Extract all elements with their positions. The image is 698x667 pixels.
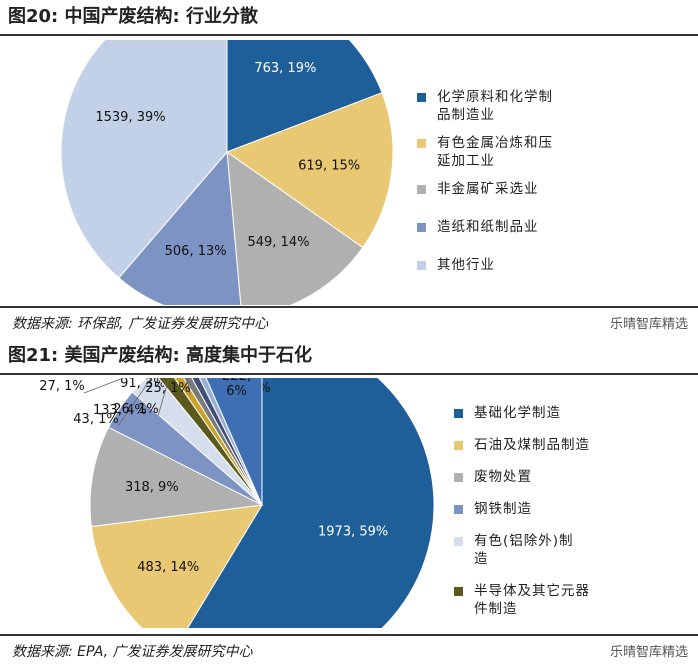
fig20-slice-label-3: 506, 13% — [165, 244, 227, 259]
fig20-legend-label-1-1: 延加工业 — [437, 153, 495, 169]
fig21-slice-label-8: 25, 1% — [145, 381, 190, 396]
fig21-legend-label-3-0: 钢铁制造 — [474, 501, 532, 517]
fig20-legend-label-0-1: 品制造业 — [437, 107, 495, 123]
fig21-legend-label-5-1: 件制造 — [474, 601, 518, 617]
figure-21-pie-chart: 1973, 59% 483, 14% 318, 9% 133, 4% 91, 3% 43,… — [39, 378, 435, 628]
fig21-legend-item-4: 有色(铝除外)制造 — [452, 532, 682, 568]
figure-21-source: 数据来源: EPA, 广发证券发展研究中心 — [12, 644, 253, 660]
fig20-legend-item-1: 有色金属冶炼和压 延加工业 — [415, 134, 645, 170]
figure-20-watermark: 乐晴智库精选 — [609, 317, 688, 332]
fig21-slice-7 — [183, 378, 263, 506]
fig20-legend-label-4-0: 其他行业 — [437, 257, 495, 273]
fig21-slice-2 — [89, 426, 264, 528]
fig20-legend-label-0-0: 化学原料和化学制 — [437, 89, 553, 105]
fig20-slice-1 — [225, 92, 394, 249]
fig21-slice-label-6: 27, 1% — [39, 379, 84, 394]
fig21-slice-label-0: 1973, 59% — [318, 524, 388, 539]
fig20-slice-label-0: 763, 19% — [254, 61, 316, 76]
fig21-slice-label-5: 43, 1% — [73, 412, 118, 427]
fig20-legend-swatch-4 — [417, 261, 426, 270]
fig20-legend-swatch-3 — [417, 223, 426, 232]
figure-20-bottom-rule — [0, 306, 698, 308]
fig20-legend-swatch-2 — [417, 185, 426, 194]
fig21-legend-label-2-0: 废物处置 — [474, 469, 532, 485]
figure-21-bottom-rule — [0, 634, 698, 636]
fig21-legend-label-0-0: 基础化学制造 — [474, 405, 561, 421]
fig21-slice-label-4: 91, 3% — [120, 378, 165, 391]
fig20-slice-2 — [226, 150, 364, 305]
figure-20-source: 数据来源: 环保部, 广发证券发展研究中心 — [12, 316, 269, 332]
figure-21-legend: 基础化学制造 石油及煤制品制造 废物处置 钢铁制造 有色(铝除外)制造半导体及其它元器件… — [452, 404, 682, 632]
fig21-legend-label-5-0: 半导体及其它元器 — [474, 583, 590, 599]
fig20-slice-label-4: 1539, 39% — [95, 110, 165, 125]
fig20-legend-item-0: 化学原料和化学制 品制造业 — [415, 88, 645, 124]
fig20-legend-label-2-0: 非金属矿采选业 — [437, 181, 539, 197]
fig20-legend-label-3-0: 造纸和纸制品业 — [437, 219, 539, 235]
figure-20-legend: 化学原料和化学制 品制造业 有色金属冶炼和压 延加工业 非金属矿采选业 造纸和纸制品业 其他… — [415, 88, 645, 294]
fig20-legend-item-3: 造纸和纸制品业 — [415, 218, 645, 236]
figure-21-top-rule — [0, 373, 698, 375]
fig21-leader-line-6 — [83, 378, 125, 394]
fig21-slice-6 — [173, 378, 263, 506]
figure-20-pie-chart: 763, 19% 619, 15% 549, 14% 506, 13% 1539, 39… — [60, 40, 394, 305]
fig20-slice-label-1: 619, 15% — [298, 159, 360, 174]
fig20-legend-item-2: 非金属矿采选业 — [415, 180, 645, 198]
fig21-slice-0 — [187, 378, 435, 628]
fig21-leader-line-7 — [157, 378, 170, 417]
fig21-legend-swatch-4 — [454, 537, 463, 546]
fig20-legend-swatch-1 — [417, 139, 426, 148]
fig20-slice-label-2: 549, 14% — [247, 235, 309, 250]
fig21-slice-label-2: 318, 9% — [125, 480, 179, 495]
fig21-slice-label-1: 483, 14% — [137, 560, 199, 575]
figure-20-title: 图20: 中国产废结构: 行业分散 — [8, 6, 258, 27]
fig21-legend-item-0: 基础化学制造 — [452, 404, 682, 422]
fig21-legend-swatch-5 — [454, 587, 463, 596]
fig21-legend-item-5: 半导体及其它元器 件制造 — [452, 582, 682, 618]
fig21-slice-label-7: 26, 1% — [113, 402, 158, 417]
fig20-legend-label-1-0: 有色金属冶炼和压 — [437, 135, 553, 151]
figure-21-watermark: 乐晴智库精选 — [609, 645, 688, 660]
figure-20-top-rule — [0, 34, 698, 36]
fig21-leader-line-8 — [186, 378, 191, 396]
fig21-slice-label-3: 133, 4% — [93, 403, 147, 418]
fig21-slice-10 — [205, 378, 263, 506]
fig20-slice-0 — [226, 40, 383, 153]
fig21-legend-swatch-0 — [454, 409, 463, 418]
fig21-legend-label-4-0: 有色(铝除外)制 — [474, 533, 574, 549]
fig21-slice-1 — [90, 504, 263, 628]
fig21-slice-label-10: 222,6% — [222, 378, 251, 399]
fig21-legend-item-1: 石油及煤制品制造 — [452, 436, 682, 454]
fig21-legend-swatch-3 — [454, 505, 463, 514]
fig21-legend-label-1-0: 石油及煤制品制造 — [474, 437, 590, 453]
fig21-legend-swatch-2 — [454, 473, 463, 482]
fig21-slice-8 — [191, 378, 263, 506]
fig21-legend-item-3: 钢铁制造 — [452, 500, 682, 518]
fig21-leader-line-5 — [117, 378, 152, 427]
fig20-legend-swatch-0 — [417, 93, 426, 102]
fig21-legend-swatch-1 — [454, 441, 463, 450]
fig20-slice-3 — [118, 150, 242, 305]
fig21-legend-label-4-1: 造 — [474, 551, 489, 567]
figure-21-title: 图21: 美国产废结构: 高度集中于石化 — [8, 345, 312, 366]
fig20-slice-4 — [60, 40, 228, 279]
fig21-slice-4 — [131, 378, 263, 506]
fig20-legend-item-4: 其他行业 — [415, 256, 645, 274]
fig21-legend-item-2: 废物处置 — [452, 468, 682, 486]
